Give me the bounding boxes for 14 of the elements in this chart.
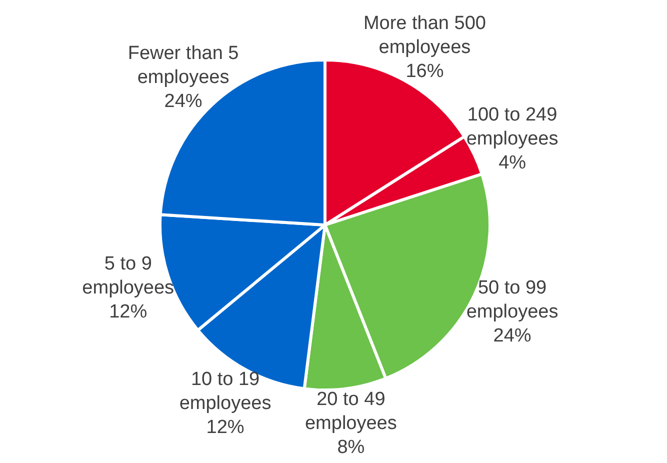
data-label: 8% <box>337 437 365 458</box>
slice-label: 20 to 49 employees <box>305 389 397 434</box>
data-label: 16% <box>406 61 444 82</box>
slice-label: 10 to 19 employees <box>179 368 272 414</box>
data-label: 24% <box>164 91 202 112</box>
data-label: 4% <box>498 152 526 174</box>
slice-label: 50 to 99 employees <box>466 277 558 322</box>
slice-label: More than 500 employees <box>363 13 486 58</box>
slice-label: Fewer than 5 employees <box>128 43 239 88</box>
slice-label: 5 to 9 employees <box>82 254 174 299</box>
slice-label: 100 to 249 employees <box>466 104 558 150</box>
data-label: 12% <box>109 302 148 323</box>
data-label: 24% <box>493 325 532 346</box>
data-label: 12% <box>206 416 244 438</box>
